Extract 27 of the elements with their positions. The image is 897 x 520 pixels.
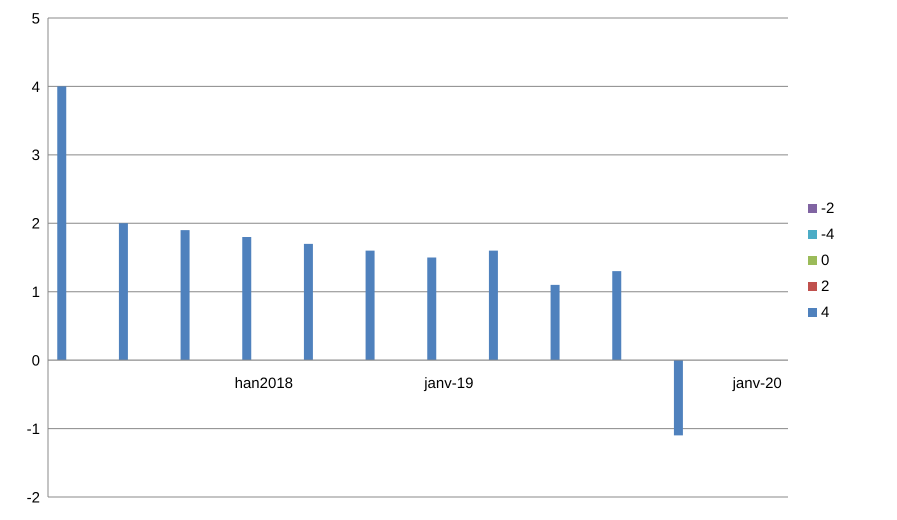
bar: [366, 250, 375, 360]
y-tick-label: 3: [32, 147, 40, 164]
x-tick-label: janv-20: [732, 375, 782, 392]
legend-label: 2: [821, 278, 830, 294]
legend-label: 4: [821, 304, 830, 320]
y-tick-label: 4: [32, 78, 40, 96]
x-tick-label: janv-19: [423, 375, 474, 392]
y-tick-label: 0: [32, 352, 40, 370]
bar: [304, 244, 313, 360]
y-tick-label: -2: [26, 489, 40, 506]
bar: [242, 236, 252, 360]
legend-label: 0: [821, 252, 830, 268]
legend-label: -2: [821, 200, 834, 216]
bar: [180, 230, 190, 360]
x-tick-label: han2018: [234, 375, 294, 392]
bar: [57, 86, 66, 360]
y-tick-label: 2: [32, 216, 40, 233]
y-tick-label: -1: [26, 420, 40, 438]
y-tick-label: 5: [32, 10, 40, 28]
bar: [488, 250, 498, 360]
bar: [674, 360, 683, 436]
bar: [427, 258, 436, 360]
bar: [612, 271, 622, 360]
bar: [550, 284, 560, 360]
legend-label: -4: [821, 226, 834, 242]
y-tick-label: 1: [32, 284, 40, 302]
bar: [118, 223, 128, 360]
